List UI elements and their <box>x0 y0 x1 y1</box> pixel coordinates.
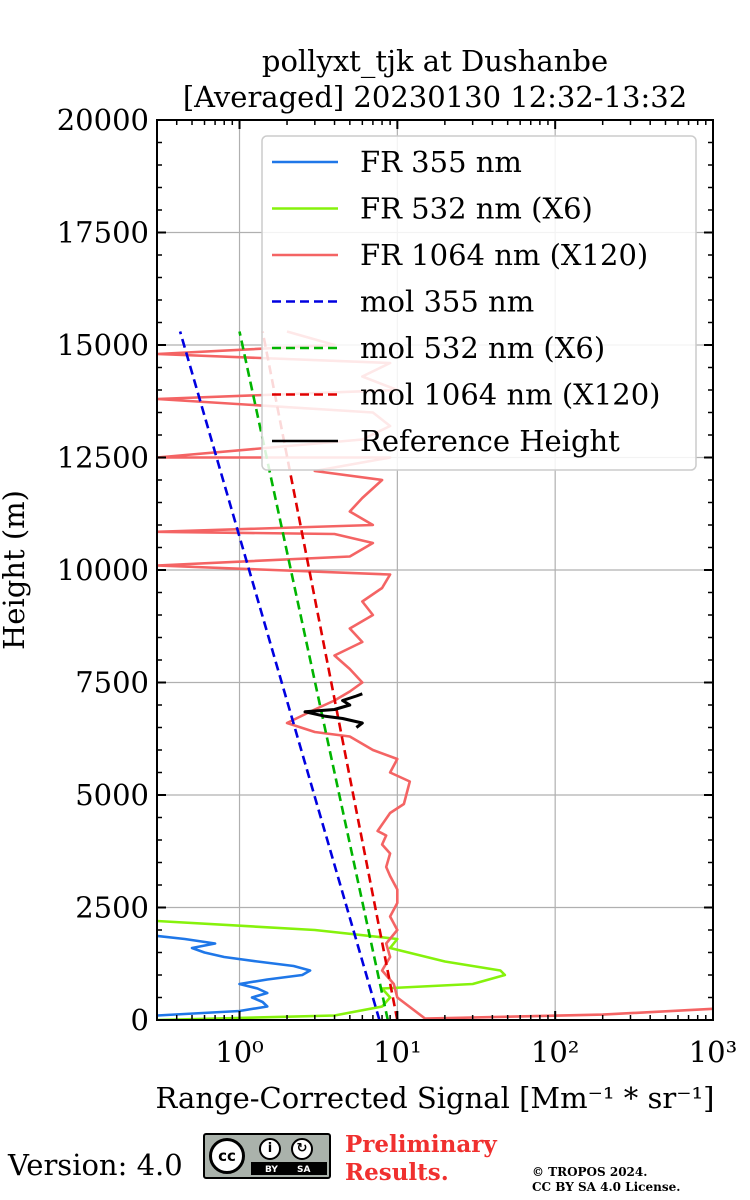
chart-title-line2: [Averaged] 20230130 12:32-13:32 <box>183 80 687 114</box>
badge-by-label: BY <box>265 1165 278 1175</box>
x-tick-label: 10¹ <box>373 1035 422 1069</box>
legend-label: FR 532 nm (X6) <box>360 192 593 226</box>
badge-strip <box>251 1162 327 1175</box>
y-tick-label: 20000 <box>57 103 149 137</box>
x-tick-label: 10² <box>531 1035 580 1069</box>
plot-frame <box>156 119 714 1021</box>
badge-sa-label: SA <box>297 1165 311 1175</box>
series-line <box>157 330 713 1020</box>
series-line <box>303 692 364 729</box>
copyright-line1: © TROPOS 2024. <box>532 1165 648 1179</box>
axis-ticks: 0 2500 5000 7500 10000 12500 15000 17500 20000 10… <box>57 103 738 1069</box>
series-line <box>157 919 507 1020</box>
preliminary-line2: Results. <box>345 1159 449 1186</box>
y-tick-label: 17500 <box>57 216 149 250</box>
legend-label: FR 355 nm <box>360 145 522 179</box>
y-tick-label: 10000 <box>57 553 149 587</box>
series-line <box>261 331 399 1020</box>
x-axis-label: Range-Corrected Signal [Mm⁻¹ * sr⁻¹] <box>156 1081 715 1115</box>
copyright-line2: CC BY SA 4.0 License. <box>532 1180 681 1194</box>
legend-label: mol 1064 nm (X120) <box>360 378 661 412</box>
attribution-icon: i <box>259 1138 281 1160</box>
cc-license-badge[interactable]: cc i ↻ BY SA <box>203 1133 331 1179</box>
preliminary-results-note: Preliminary Results. <box>345 1131 497 1187</box>
series-group <box>157 330 713 1020</box>
share-alike-icon: ↻ <box>291 1138 313 1160</box>
y-tick-label: 15000 <box>57 328 149 362</box>
x-tick-label: 10⁰ <box>215 1035 264 1069</box>
version-label: Version: 4.0 <box>8 1148 183 1182</box>
legend-box <box>261 135 697 471</box>
y-tick-label: 2500 <box>75 891 149 925</box>
y-axis-label: Height (m) <box>0 490 31 650</box>
legend-label: mol 532 nm (X6) <box>360 331 605 365</box>
preliminary-line1: Preliminary <box>345 1131 497 1158</box>
y-tick-label: 7500 <box>75 666 149 700</box>
y-tick-label: 0 <box>131 1003 149 1037</box>
legend: FR 355 nm FR 532 nm (X6) FR 1064 nm (X120)… <box>261 135 697 471</box>
legend-label: mol 355 nm <box>360 285 534 319</box>
legend-label: Reference Height <box>360 424 620 458</box>
series-line <box>178 331 381 1020</box>
series-line <box>238 331 390 1020</box>
y-tick-label: 5000 <box>75 778 149 812</box>
legend-label: FR 1064 nm (X120) <box>360 238 648 272</box>
y-tick-label: 12500 <box>57 441 149 475</box>
chart-title-line1: pollyxt_tjk at Dushanbe <box>262 44 608 79</box>
series-line <box>157 934 312 1017</box>
copyright-note: © TROPOS 2024. CC BY SA 4.0 License. <box>532 1165 680 1195</box>
cc-icon: cc <box>209 1138 245 1174</box>
x-tick-label: 10³ <box>689 1035 738 1069</box>
